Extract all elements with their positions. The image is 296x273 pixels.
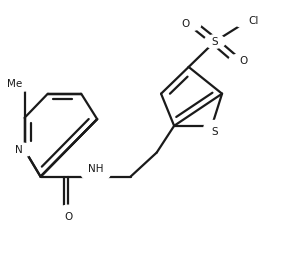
Ellipse shape xyxy=(81,168,110,181)
Text: O: O xyxy=(239,56,248,66)
Text: O: O xyxy=(182,19,190,29)
Text: S: S xyxy=(211,37,218,47)
Ellipse shape xyxy=(8,78,37,91)
Ellipse shape xyxy=(204,120,226,134)
Ellipse shape xyxy=(179,17,201,31)
Ellipse shape xyxy=(204,35,226,48)
Ellipse shape xyxy=(234,15,263,28)
Ellipse shape xyxy=(229,54,250,67)
Text: Cl: Cl xyxy=(248,16,259,26)
Text: NH: NH xyxy=(88,164,104,174)
Text: S: S xyxy=(211,127,218,137)
Text: O: O xyxy=(64,212,72,222)
Text: Me: Me xyxy=(7,79,22,89)
Text: N: N xyxy=(15,145,22,155)
Ellipse shape xyxy=(12,143,33,156)
Ellipse shape xyxy=(57,205,79,219)
